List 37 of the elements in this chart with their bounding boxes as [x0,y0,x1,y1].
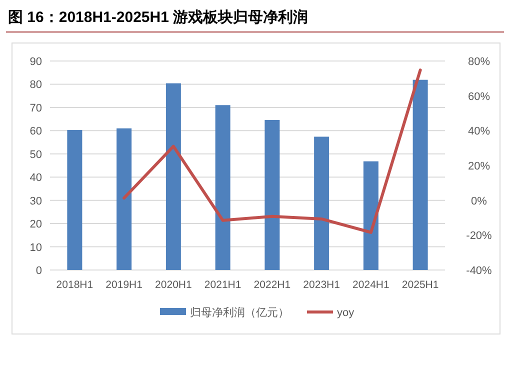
x-tick-label: 2020H1 [155,279,192,291]
line-series [122,68,422,234]
y2-tick-label: 40% [468,126,490,138]
y-tick-label: 0 [36,265,42,277]
y2-tick-label: 20% [468,160,490,172]
legend-label: 归母净利润（亿元） [190,306,289,319]
x-tick-label: 2019H1 [106,279,143,291]
x-tick-label: 2024H1 [352,279,390,291]
y2-tick-label: -40% [466,265,492,277]
bar [67,130,82,270]
bar [215,105,230,270]
y-tick-label: 10 [30,242,42,254]
y-tick-label: 20 [30,218,42,231]
y-tick-label: 70 [30,102,42,114]
y-tick-label: 60 [30,126,42,138]
bar [412,80,428,270]
x-tick-label: 2021H1 [204,279,242,291]
bar [264,120,280,270]
y-tick-label: 40 [30,172,42,184]
legend-label: yoy [337,307,355,319]
chart-title: 图 16：2018H1-2025H1 游戏板块归母净利润 [8,8,308,26]
bar [314,136,330,270]
x-tick-label: 2018H1 [56,279,94,291]
y-tick-label: 80 [30,79,42,92]
y2-tick-label: 0% [471,195,488,208]
x-tick-label: 2025H1 [402,279,439,291]
x-tick-label: 2022H1 [254,279,291,291]
y-tick-label: 50 [30,148,42,161]
y2-tick-label: 60% [468,90,490,103]
bar [116,128,132,270]
y2-tick-label: -20% [466,230,492,242]
y-tick-label: 90 [30,56,42,68]
y2-tick-label: 80% [468,56,490,68]
bar [363,161,378,270]
y-tick-label: 30 [30,195,42,208]
x-tick-label: 2023H1 [303,279,340,291]
bar [166,83,181,270]
